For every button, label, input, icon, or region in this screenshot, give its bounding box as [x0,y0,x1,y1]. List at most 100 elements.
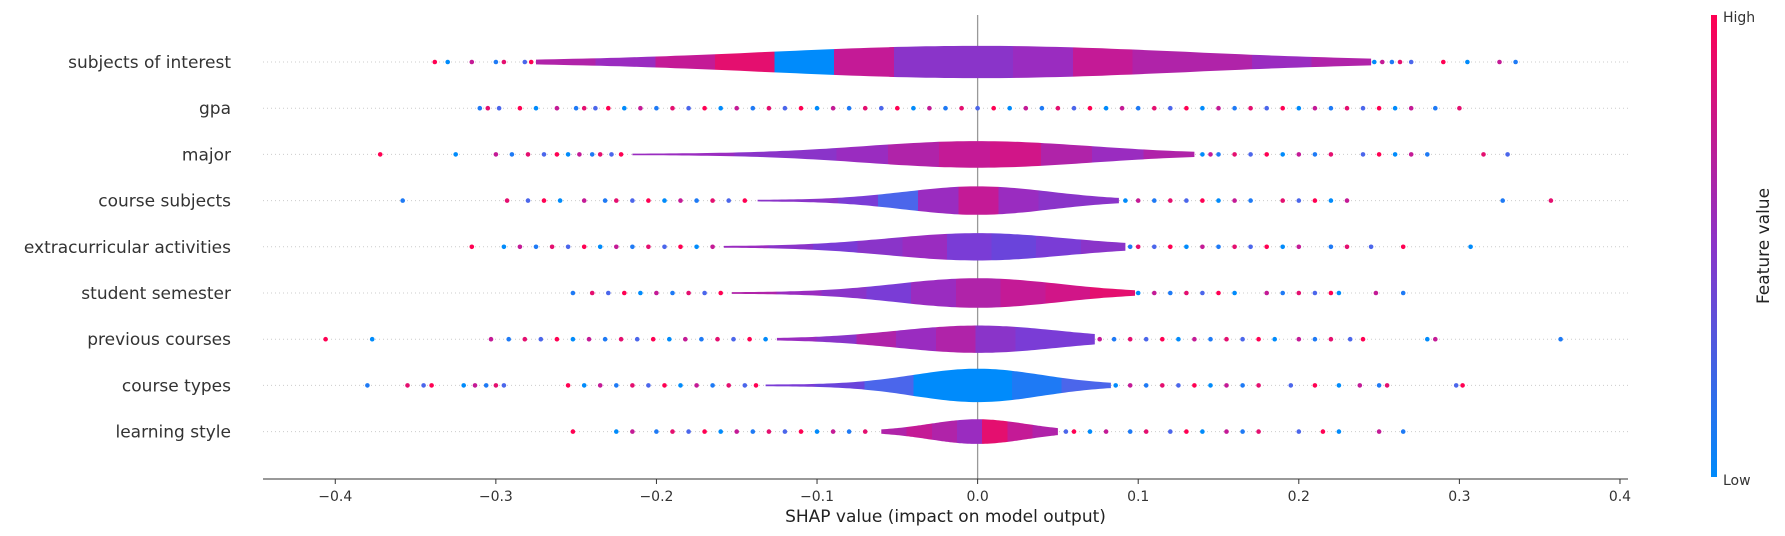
data-point [581,105,587,111]
data-point [1380,59,1385,65]
data-point [606,105,611,111]
data-point [1135,198,1141,203]
data-point [638,290,643,296]
data-point [1256,383,1261,388]
data-point [1336,383,1342,388]
data-point [710,198,715,203]
data-point [1513,59,1518,65]
data-point [753,383,759,388]
data-point [1168,198,1173,203]
data-point [1376,383,1382,388]
data-point [1168,290,1173,296]
data-point [634,336,640,342]
data-point [1192,336,1197,342]
data-point [879,105,884,111]
data-point [586,336,592,342]
data-point [1152,198,1157,203]
data-point [1425,152,1430,157]
data-point [726,198,731,203]
data-point [565,383,571,388]
data-point [581,383,587,388]
data-point [1184,198,1189,203]
data-point [1328,336,1334,342]
data-point [493,152,499,157]
data-point [493,383,499,388]
x-axis: −0.4 −0.3 −0.2 −0.1 0.0 0.1 0.2 0.3 0.4 [263,478,1631,505]
data-point [609,152,614,157]
data-point [541,152,547,157]
data-point [1216,152,1221,157]
data-point [686,290,691,296]
data-point [1264,290,1269,296]
data-point [533,244,539,250]
data-point [630,383,635,388]
data-point [1248,198,1253,203]
data-point [1264,105,1269,111]
data-point [766,105,772,111]
data-point [1548,198,1554,203]
data-point [485,105,491,111]
data-point [1103,105,1109,111]
data-point [606,290,611,296]
data-point [630,429,635,434]
data-point [1433,336,1438,342]
data-point [654,105,659,111]
data-point [1192,383,1197,388]
data-point [650,336,656,342]
data-point [1425,336,1430,342]
data-point [1071,429,1077,434]
data-point [1152,244,1157,250]
data-point [469,244,475,250]
x-tick-label: −0.4 [318,489,352,505]
data-point [602,198,608,203]
data-point [1127,244,1133,250]
data-point [927,105,932,111]
data-point [694,383,699,388]
x-tick-label: 0.3 [1448,489,1470,505]
data-point [618,336,624,342]
data-point [646,383,651,388]
data-point [911,105,916,111]
data-point [1248,244,1253,250]
data-point [554,336,560,342]
data-point [1460,383,1465,388]
data-point [461,383,467,388]
data-point [1376,152,1382,157]
data-point [702,429,707,434]
data-point [1063,429,1069,434]
data-point [528,59,534,65]
data-point [1433,105,1438,111]
data-point [1184,290,1189,296]
data-point [525,152,531,157]
data-point [1328,105,1334,111]
data-point [488,336,494,342]
data-point [365,383,370,388]
data-point [830,429,836,434]
data-point [1336,290,1342,296]
data-point [654,429,659,434]
data-point [1328,198,1334,203]
data-point [541,198,547,203]
data-point [1296,244,1302,250]
data-point [570,290,576,296]
data-point [1224,383,1229,388]
feature-label: previous courses [87,330,231,350]
data-point [1232,198,1237,203]
data-point [1143,336,1149,342]
data-point [646,244,651,250]
data-point [622,105,627,111]
data-point [1373,290,1379,296]
data-point [1216,105,1221,111]
data-point [1184,105,1189,111]
data-point [1296,152,1302,157]
data-point [1344,244,1350,250]
data-point [699,336,704,342]
data-point [1296,290,1302,296]
data-point [517,244,523,250]
data-point [429,383,434,388]
x-tick-label: 0.2 [1288,489,1310,505]
data-point [654,290,659,296]
data-point [1296,105,1302,111]
data-point [597,152,603,157]
data-point [1143,429,1149,434]
